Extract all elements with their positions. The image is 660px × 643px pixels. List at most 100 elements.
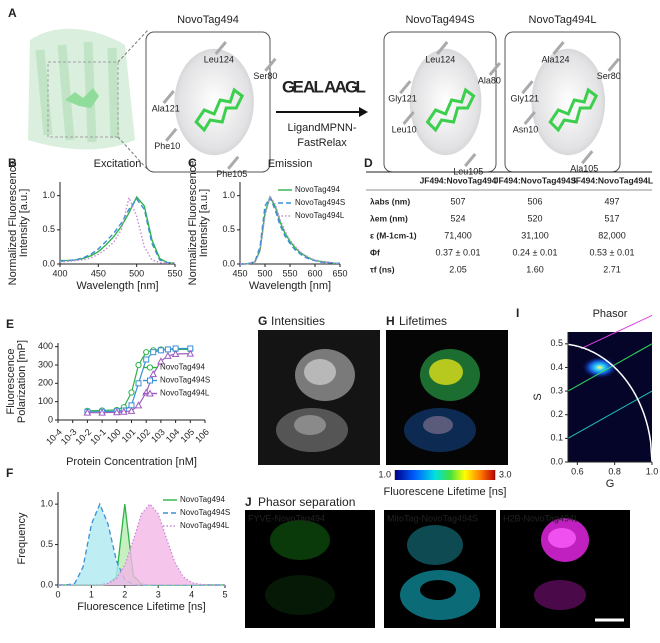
marker (128, 389, 135, 396)
x-tick-label: 2 (122, 589, 127, 599)
image-title: Lifetimes (399, 314, 447, 328)
x-tick-label: 550 (167, 268, 182, 278)
method-label: LigandMPNN- (287, 122, 356, 134)
colorbar-label: 3.0 (499, 469, 512, 479)
panel-label: H (386, 314, 395, 328)
image-intensities (258, 330, 380, 465)
side-chain (521, 80, 534, 95)
y-tick-label: 0.0 (42, 258, 55, 268)
marker (146, 364, 154, 371)
side-chain (464, 153, 477, 167)
y-tick-label: 0.2 (550, 409, 563, 419)
table-cell: 1.60 (526, 264, 544, 274)
side-chain (264, 57, 277, 72)
residue-label: Ala80 (478, 75, 501, 85)
x-axis-label: Wavelength [nm] (249, 280, 331, 292)
panel-label: G (258, 314, 267, 328)
y-axis-label: Polarization [mP] (16, 340, 28, 423)
y-tick-label: 200 (38, 378, 53, 388)
marker (119, 407, 128, 415)
method-label: FastRelax (297, 137, 347, 149)
image-label: H2B-NovoTag494L (503, 513, 579, 523)
y-axis-label: Frequency (16, 512, 28, 564)
panel-label: A (8, 6, 17, 20)
residue-label: Leu124 (204, 54, 234, 64)
legend-label: NovoTag494L (180, 521, 230, 530)
chart-title: Emission (268, 158, 313, 170)
image-label: FYVE-NovoTag494 (248, 513, 325, 523)
row-label: λem (nm) (370, 213, 408, 223)
table-cell: 2.05 (449, 264, 467, 274)
y-tick-label: 0 (48, 414, 53, 424)
legend-label: NovoTag494S (160, 376, 210, 385)
panel-label: J (245, 495, 252, 509)
marker (143, 349, 150, 356)
image-lifetimes (386, 330, 508, 465)
area-fill (58, 504, 225, 585)
x-tick-label: 3 (156, 589, 161, 599)
side-chain (227, 155, 240, 170)
residue-label: Gly121 (510, 94, 539, 104)
marker (171, 349, 180, 357)
panel-label: F (6, 466, 13, 480)
panel-label: D (364, 156, 373, 170)
marker (143, 356, 150, 363)
residue-label: Leu105 (453, 166, 483, 176)
residue-label: Phe10 (154, 141, 180, 151)
area-fill (58, 504, 225, 585)
y-tick-label: 0.0 (550, 456, 563, 466)
marker (157, 357, 165, 365)
side-chain (581, 150, 594, 165)
y-tick-label: 100 (38, 396, 53, 406)
x-axis-label: Fluorescence Lifetime [ns] (77, 601, 205, 613)
x-tick-label: 102 (134, 427, 152, 445)
x-tick-label: 450 (91, 268, 106, 278)
legend-label: NovoTag494L (160, 389, 210, 398)
axis-line (59, 182, 175, 265)
legend-label: NovoTag494S (180, 508, 230, 517)
y-tick-label: 1.0 (40, 499, 53, 509)
x-tick-label: 0 (55, 589, 60, 599)
x-tick-label: 5 (222, 589, 227, 599)
series-line (59, 197, 176, 264)
side-chain (523, 111, 536, 125)
binding-pocket (409, 48, 482, 156)
residue-label: Ala105 (570, 164, 598, 174)
ligand (425, 87, 476, 133)
y-tick-label: 1.0 (42, 190, 55, 200)
side-chain (402, 111, 415, 125)
logo-letter: E (293, 77, 304, 96)
y-tick-label: 0.0 (222, 258, 235, 268)
side-chain (214, 41, 227, 55)
x-tick-label: 500 (129, 268, 144, 278)
y-tick-label: 1.0 (222, 190, 235, 200)
x-tick-label: 600 (307, 268, 322, 278)
colorbar (395, 470, 495, 480)
legend-label: NovoTag494 (180, 495, 225, 504)
x-tick-label: 4 (189, 589, 194, 599)
axis-line (239, 182, 340, 265)
x-axis-label: Wavelength [nm] (76, 280, 158, 292)
table-cell: 31,100 (521, 230, 549, 240)
logo-letter: L (356, 77, 366, 96)
y-tick-label: 0.0 (40, 579, 53, 589)
phasor-line (567, 343, 653, 392)
binding-pocket (531, 48, 606, 156)
y-tick-label: 0.5 (40, 539, 53, 549)
marker (83, 408, 92, 416)
y-axis-label: S (532, 393, 544, 400)
y-tick-label: 0.1 (550, 433, 563, 443)
phasor-map (568, 332, 652, 462)
side-chain (607, 57, 620, 72)
row-label: λabs (nm) (370, 196, 410, 206)
residue-label: Leu10 (392, 124, 417, 134)
legend-label: NovoTag494L (295, 211, 345, 220)
x-tick-label: 0.6 (571, 466, 584, 476)
table-header: JF494:NovoTag494L (571, 175, 653, 185)
x-tick-label: 500 (257, 268, 272, 278)
table-cell: 71,400 (444, 230, 472, 240)
binding-pocket (174, 48, 254, 156)
legend-label: NovoTag494S (295, 198, 345, 207)
image-title: Intensities (271, 314, 325, 328)
